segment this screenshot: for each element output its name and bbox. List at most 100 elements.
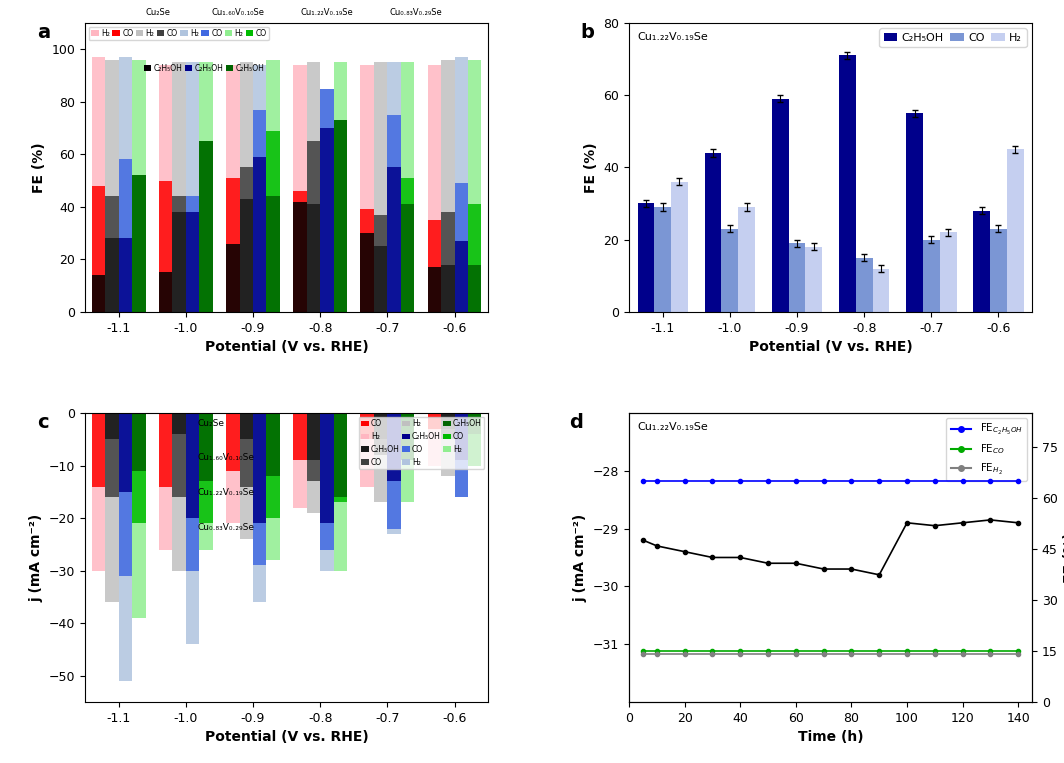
Bar [132, 175, 146, 312]
FE$_{C_2H_5OH}$ [636, 476, 649, 485]
Bar [442, 60, 454, 312]
Bar [294, 201, 306, 312]
Bar [159, 413, 172, 487]
Bar [199, 141, 213, 312]
Bar [373, 413, 387, 455]
Bar [239, 413, 253, 439]
Bar [186, 413, 199, 644]
Bar [294, 191, 306, 312]
Bar [132, 413, 146, 618]
FE$_{C_2H_5OH}$ [957, 476, 969, 485]
FE$_{H_2}$ [1012, 650, 1025, 659]
Bar [373, 246, 387, 312]
FE$_{C_2H_5OH}$ [679, 476, 692, 485]
Text: Cu₁.₂₂V₀.₁₉Se: Cu₁.₂₂V₀.₁₉Se [637, 31, 708, 41]
Bar [428, 413, 442, 465]
j [1012, 518, 1025, 527]
FE$_{H_2}$ [789, 650, 802, 659]
Bar [468, 413, 481, 465]
Bar [239, 167, 253, 312]
Bar [721, 229, 738, 312]
FE$_{H_2}$ [845, 650, 858, 659]
Bar [320, 413, 334, 549]
FE$_{C_2H_5OH}$ [762, 476, 775, 485]
Bar [442, 413, 454, 476]
FE$_{CO}$ [789, 646, 802, 655]
Bar [92, 185, 105, 312]
Bar [468, 265, 481, 312]
FE$_{C_2H_5OH}$ [734, 476, 747, 485]
Text: a: a [37, 23, 50, 42]
Line: FE$_{C_2H_5OH}$: FE$_{C_2H_5OH}$ [641, 479, 1020, 483]
Bar [294, 65, 306, 312]
Bar [119, 413, 132, 492]
Bar [320, 128, 334, 312]
Bar [199, 141, 213, 312]
Bar [922, 240, 940, 312]
j [845, 565, 858, 574]
Text: Cu₁.₂₂V₀.₁₉Se: Cu₁.₂₂V₀.₁₉Se [300, 8, 353, 17]
Y-axis label: j (mA cm⁻²): j (mA cm⁻²) [573, 513, 587, 601]
Text: Cu₁.₂₂V₀.₁₉Se: Cu₁.₂₂V₀.₁₉Se [637, 422, 708, 432]
j [817, 565, 830, 574]
FE$_{C_2H_5OH}$ [929, 476, 942, 485]
Bar [334, 413, 347, 502]
Bar [387, 413, 401, 534]
Bar [186, 413, 199, 571]
Bar [227, 413, 239, 523]
Bar [239, 413, 253, 539]
Text: Cu₂Se: Cu₂Se [198, 419, 225, 428]
Bar [186, 413, 199, 518]
Bar [159, 272, 172, 312]
Bar [227, 413, 239, 471]
Text: Cu₂Se: Cu₂Se [145, 8, 170, 17]
Bar [974, 211, 991, 312]
Bar [320, 89, 334, 312]
FE$_{H_2}$ [636, 650, 649, 659]
Bar [239, 63, 253, 312]
Bar [105, 413, 119, 497]
Bar [306, 413, 320, 513]
Bar [907, 113, 922, 312]
j [872, 570, 885, 579]
Bar [172, 63, 186, 312]
Bar [468, 204, 481, 312]
Bar [454, 413, 468, 460]
Bar [387, 413, 401, 529]
Bar [266, 130, 280, 312]
j [679, 547, 692, 556]
Bar [454, 241, 468, 312]
FE$_{H_2}$ [679, 650, 692, 659]
Bar [373, 63, 387, 312]
X-axis label: Time (h): Time (h) [798, 730, 863, 744]
X-axis label: Potential (V vs. RHE): Potential (V vs. RHE) [749, 340, 913, 354]
Bar [855, 258, 872, 312]
Bar [401, 413, 414, 460]
Bar [454, 183, 468, 312]
FE$_{H_2}$ [734, 650, 747, 659]
Bar [738, 207, 755, 312]
Bar [199, 413, 213, 549]
Bar [454, 57, 468, 312]
FE$_{CO}$ [679, 646, 692, 655]
FE$_{C_2H_5OH}$ [817, 476, 830, 485]
Bar [442, 212, 454, 312]
Bar [401, 178, 414, 312]
Bar [334, 120, 347, 312]
FE$_{CO}$ [900, 646, 913, 655]
Bar [105, 413, 119, 602]
Bar [239, 413, 253, 487]
Bar [442, 413, 454, 429]
Line: j: j [641, 518, 1020, 577]
Bar [805, 247, 822, 312]
Bar [119, 159, 132, 312]
Text: b: b [581, 23, 595, 42]
Text: c: c [37, 413, 48, 432]
j [957, 518, 969, 527]
Bar [132, 413, 146, 523]
FE$_{CO}$ [636, 646, 649, 655]
Bar [334, 413, 347, 497]
Line: FE$_{H_2}$: FE$_{H_2}$ [641, 652, 1020, 656]
Bar [172, 212, 186, 312]
Bar [468, 413, 481, 434]
